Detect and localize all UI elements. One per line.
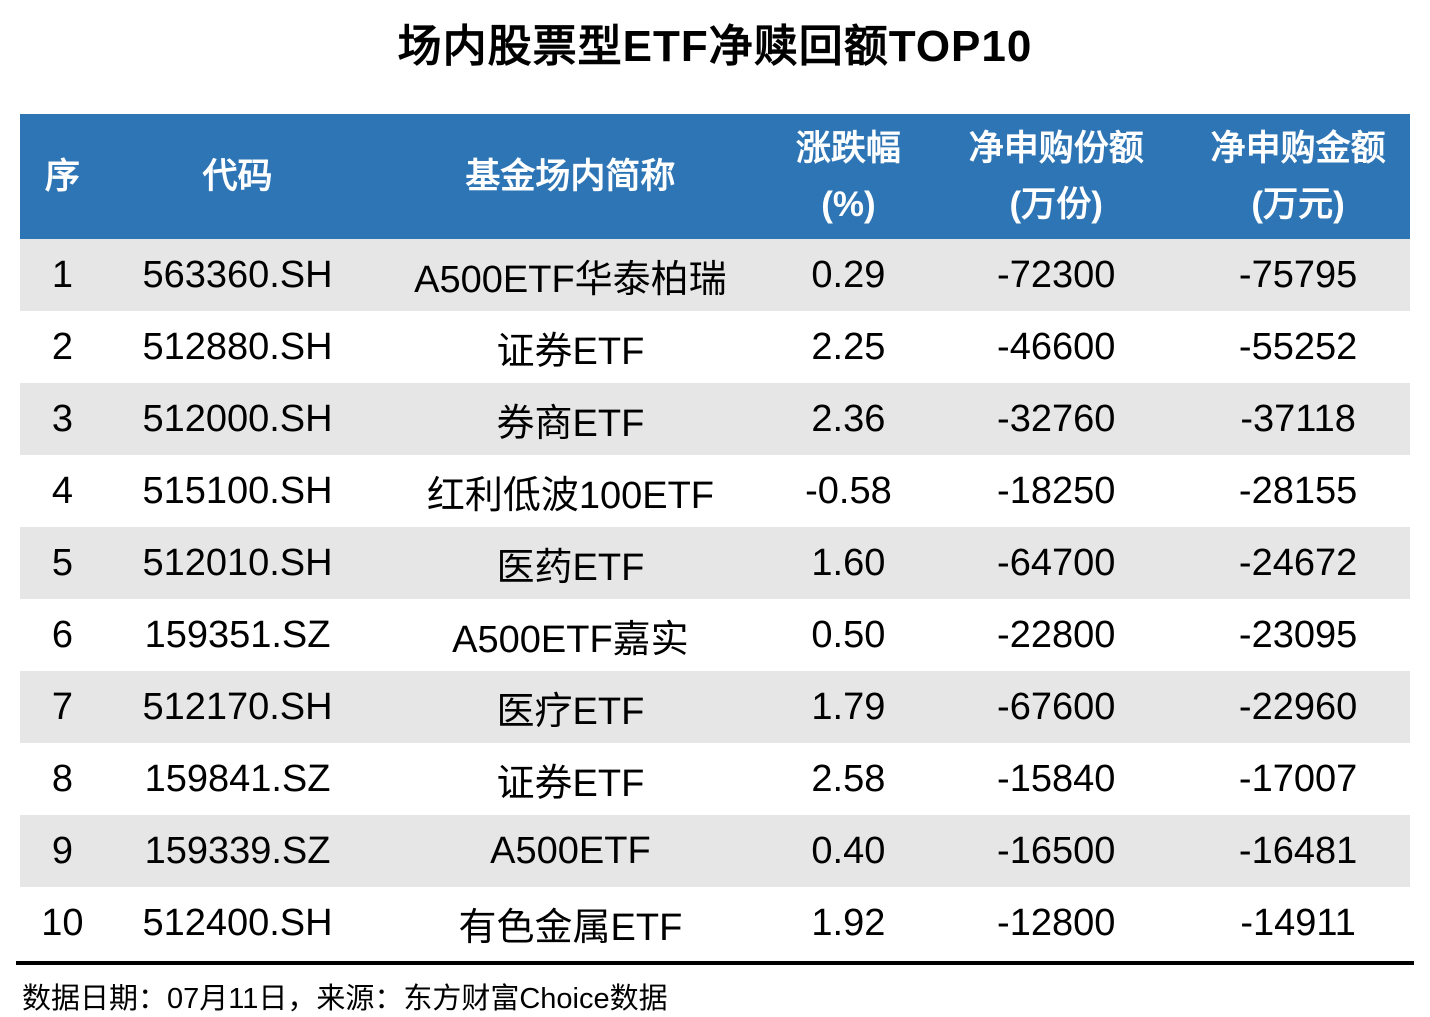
fund-name-cell: 证券ETF: [496, 330, 645, 373]
code-cell: 512010.SH: [142, 541, 333, 584]
fund-name-cell: 医疗ETF: [496, 690, 645, 733]
net-shares-cell: -67600: [997, 685, 1116, 728]
col-header-unit: (%): [821, 184, 876, 224]
table-row: 4 515100.SH 红利低波100ETF -0.58 -18250 -28155: [20, 455, 1410, 527]
net-amount-cell: -14911: [1240, 901, 1356, 944]
change-pct-cell: 1.60: [811, 541, 886, 584]
rank-cell: 9: [51, 829, 73, 872]
col-header-fund-name: 基金场内简称: [370, 114, 771, 239]
fund-name-cell: 证券ETF: [496, 762, 645, 805]
net-shares-cell: -15840: [997, 757, 1116, 800]
net-shares-cell: -12800: [997, 901, 1116, 944]
net-shares-cell: -22800: [997, 613, 1116, 656]
table-row: 3 512000.SH 券商ETF 2.36 -32760 -37118: [20, 383, 1410, 455]
net-amount-cell: -23095: [1238, 613, 1358, 656]
change-pct-cell: 2.36: [811, 397, 886, 440]
etf-net-redemption-table: 序 代码 基金场内简称 涨跌幅 (%) 净申购份额 (万份) 净申购金额 (万: [20, 114, 1410, 959]
col-header-change-pct: 涨跌幅 (%): [770, 114, 927, 239]
table-row: 8 159841.SZ 证券ETF 2.58 -15840 -17007: [20, 743, 1410, 815]
rank-cell: 5: [51, 541, 73, 584]
col-header-net-amount: 净申购金额 (万元): [1186, 114, 1410, 239]
col-header-net-shares: 净申购份额 (万份): [926, 114, 1187, 239]
col-header-label: 代码: [202, 156, 273, 196]
net-shares-cell: -18250: [997, 469, 1116, 512]
code-cell: 512000.SH: [142, 397, 333, 440]
net-amount-cell: -28155: [1238, 469, 1358, 512]
col-header-unit: (万份): [1009, 184, 1103, 224]
col-header-label: 净申购份额: [968, 128, 1144, 168]
col-header-label: 涨跌幅: [795, 128, 901, 168]
code-cell: 159841.SZ: [144, 757, 331, 800]
fund-name-cell: 红利低波100ETF: [426, 474, 714, 517]
rank-cell: 3: [51, 397, 73, 440]
net-amount-cell: -17007: [1238, 757, 1358, 800]
net-amount-cell: -75795: [1238, 253, 1358, 296]
code-cell: 159351.SZ: [144, 613, 331, 656]
col-header-label: 基金场内简称: [465, 156, 676, 196]
code-cell: 563360.SH: [142, 253, 333, 296]
change-pct-cell: 0.29: [811, 253, 886, 296]
data-source-note: 数据日期：07月11日，来源：东方财富Choice数据: [22, 983, 668, 1015]
code-cell: 512880.SH: [142, 325, 333, 368]
fund-name-cell: A500ETF华泰柏瑞: [414, 258, 727, 301]
table-row: 9 159339.SZ A500ETF 0.40 -16500 -16481: [20, 815, 1410, 887]
net-amount-cell: -55252: [1238, 325, 1358, 368]
net-shares-cell: -32760: [997, 397, 1116, 440]
code-cell: 515100.SH: [142, 469, 333, 512]
col-header-rank: 序: [20, 114, 105, 239]
rank-cell: 1: [51, 253, 73, 296]
change-pct-cell: 1.92: [811, 901, 886, 944]
page-title: 场内股票型ETF净赎回额TOP10: [397, 22, 1033, 71]
fund-name-cell: A500ETF: [490, 829, 651, 872]
change-pct-cell: 2.25: [811, 325, 886, 368]
rank-cell: 4: [51, 469, 73, 512]
fund-name-cell: A500ETF嘉实: [452, 618, 689, 661]
col-header-unit: (万元): [1251, 184, 1345, 224]
net-amount-cell: -37118: [1240, 397, 1356, 440]
code-cell: 512400.SH: [142, 901, 333, 944]
change-pct-cell: 2.58: [811, 757, 886, 800]
rank-cell: 8: [51, 757, 73, 800]
rank-cell: 2: [51, 325, 73, 368]
table-row: 10 512400.SH 有色金属ETF 1.92 -12800 -14911: [20, 887, 1410, 959]
net-amount-cell: -16481: [1238, 829, 1358, 872]
net-amount-cell: -24672: [1238, 541, 1358, 584]
fund-name-cell: 券商ETF: [496, 402, 645, 445]
net-shares-cell: -64700: [997, 541, 1116, 584]
rank-cell: 10: [41, 901, 84, 944]
rank-cell: 7: [51, 685, 73, 728]
change-pct-cell: 0.40: [811, 829, 886, 872]
table-row: 7 512170.SH 医疗ETF 1.79 -67600 -22960: [20, 671, 1410, 743]
col-header-code: 代码: [104, 114, 371, 239]
net-amount-cell: -22960: [1238, 685, 1358, 728]
fund-name-cell: 医药ETF: [496, 546, 645, 589]
change-pct-cell: 1.79: [811, 685, 886, 728]
col-header-label: 序: [44, 156, 80, 196]
footer-divider: [16, 961, 1414, 965]
table-row: 5 512010.SH 医药ETF 1.60 -64700 -24672: [20, 527, 1410, 599]
change-pct-cell: -0.58: [805, 469, 892, 512]
fund-name-cell: 有色金属ETF: [458, 906, 683, 949]
table-row: 6 159351.SZ A500ETF嘉实 0.50 -22800 -23095: [20, 599, 1410, 671]
table-header: 序 代码 基金场内简称 涨跌幅 (%) 净申购份额 (万份) 净申购金额 (万: [20, 114, 1410, 239]
table-row: 1 563360.SH A500ETF华泰柏瑞 0.29 -72300 -75795: [20, 239, 1410, 311]
net-shares-cell: -16500: [997, 829, 1116, 872]
code-cell: 512170.SH: [142, 685, 333, 728]
header-row: 序 代码 基金场内简称 涨跌幅 (%) 净申购份额 (万份) 净申购金额 (万: [20, 114, 1410, 239]
etf-table-body: 1 563360.SH A500ETF华泰柏瑞 0.29 -72300 -75795 2 51…: [20, 239, 1410, 959]
table-row: 2 512880.SH 证券ETF 2.25 -46600 -55252: [20, 311, 1410, 383]
net-shares-cell: -72300: [997, 253, 1116, 296]
code-cell: 159339.SZ: [144, 829, 331, 872]
rank-cell: 6: [51, 613, 73, 656]
change-pct-cell: 0.50: [811, 613, 886, 656]
net-shares-cell: -46600: [997, 325, 1116, 368]
col-header-label: 净申购金额: [1210, 128, 1386, 168]
